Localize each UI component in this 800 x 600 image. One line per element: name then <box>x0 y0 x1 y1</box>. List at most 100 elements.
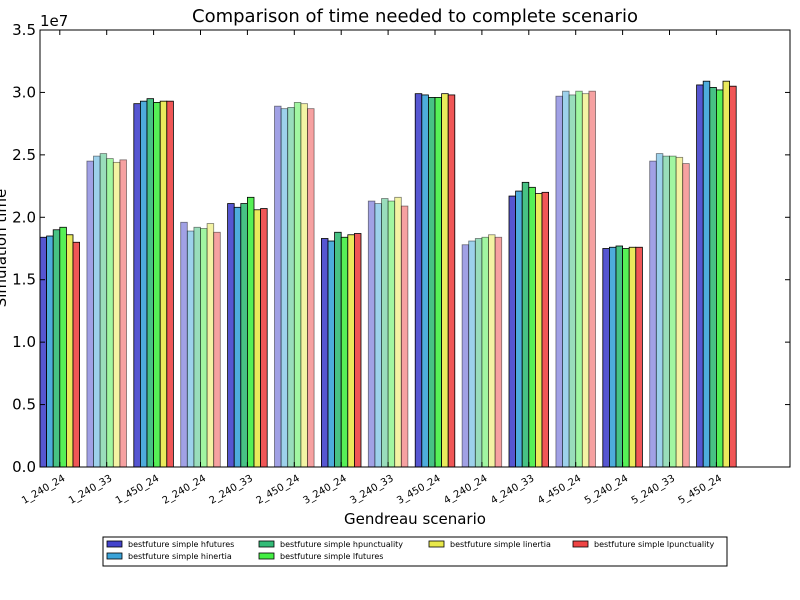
bar-5_240_24-4 <box>628 246 637 468</box>
x-tick-label: 2_240_33 <box>208 473 255 507</box>
bar-4_240_24-4 <box>488 234 496 468</box>
x-tick-label: 4_240_33 <box>489 473 536 507</box>
bar-3_450_24-0 <box>414 93 423 468</box>
bar-4_450_24-4 <box>581 93 590 468</box>
bar-2_240_24-4 <box>206 223 215 468</box>
bar-4_240_24-5 <box>494 236 503 468</box>
bar-4_450_24-0 <box>555 95 563 468</box>
bar-3_240_33-0 <box>367 200 376 468</box>
bar-4_450_24-5 <box>588 90 596 468</box>
bar-2_240_24-2 <box>193 226 201 468</box>
bar-3_240_24-3 <box>340 236 349 468</box>
bar-4_450_24-2 <box>568 94 577 468</box>
bar-2_240_33-0 <box>227 203 235 468</box>
bar-2_450_24-2 <box>287 107 295 468</box>
bar-3_450_24-3 <box>434 97 442 468</box>
bar-2_240_24-0 <box>180 221 188 468</box>
bar-1_450_24-5 <box>166 100 174 468</box>
legend: bestfuture simple hfutures bestfuture sim… <box>102 536 728 567</box>
legend-swatch <box>428 540 445 548</box>
bar-1_450_24-2 <box>146 98 154 468</box>
bar-1_240_24-4 <box>66 234 74 468</box>
chart-title: Comparison of time needed to complete sc… <box>192 6 638 27</box>
bar-2_450_24-3 <box>293 102 302 468</box>
bar-5_240_24-1 <box>609 246 617 468</box>
legend-label: bestfuture simple lfutures <box>280 552 383 561</box>
y-multiplier-label: 1e7 <box>40 12 68 30</box>
bar-2_450_24-5 <box>307 108 315 468</box>
bar-3_240_33-1 <box>374 203 382 468</box>
x-tick-label: 5_450_24 <box>677 473 724 507</box>
bar-1_240_24-0 <box>39 236 47 468</box>
y-tick-label: 3.0 <box>12 83 36 101</box>
bar-1_240_33-3 <box>106 158 114 468</box>
x-tick-label: 5_240_24 <box>583 473 630 507</box>
bar-4_240_33-2 <box>521 181 530 468</box>
bar-4_240_33-1 <box>515 190 523 468</box>
y-tick-label: 1.5 <box>12 271 36 289</box>
bar-3_240_24-5 <box>353 233 362 468</box>
bar-5_240_24-5 <box>635 246 643 468</box>
bar-2_240_24-5 <box>213 231 221 468</box>
bar-5_240_33-1 <box>655 153 664 468</box>
bar-2_240_24-1 <box>186 230 195 468</box>
bar-5_450_24-5 <box>729 85 737 468</box>
y-axis-label: Simulation time <box>0 189 10 308</box>
bar-1_240_24-3 <box>59 226 67 468</box>
bar-1_240_24-2 <box>52 229 61 468</box>
bar-5_240_24-3 <box>622 248 630 468</box>
bar-3_240_33-2 <box>381 198 389 468</box>
bar-4_240_24-0 <box>461 244 470 468</box>
bar-4_240_24-3 <box>481 236 489 468</box>
bar-3_450_24-2 <box>427 97 436 468</box>
bar-1_240_33-4 <box>112 161 121 468</box>
bars-group <box>39 80 737 468</box>
bar-3_240_24-0 <box>320 238 329 468</box>
x-tick-label: 2_240_24 <box>161 473 208 507</box>
bar-1_240_33-2 <box>99 153 108 468</box>
bar-5_240_24-0 <box>602 248 610 468</box>
bar-2_450_24-0 <box>274 105 282 468</box>
bar-3_450_24-4 <box>441 93 449 468</box>
bar-1_450_24-3 <box>153 102 161 468</box>
legend-box <box>102 536 728 567</box>
y-tick-label: 2.0 <box>12 208 36 226</box>
bar-2_240_33-2 <box>240 203 248 468</box>
bar-3_240_24-2 <box>334 231 342 468</box>
bar-1_240_24-1 <box>46 235 54 468</box>
y-tick-label: 1.0 <box>12 333 36 351</box>
x-tick-label: 4_450_24 <box>536 473 583 507</box>
bar-3_240_33-5 <box>400 205 409 468</box>
bar-5_240_33-4 <box>675 156 684 468</box>
x-tick-label: 1_240_24 <box>20 473 67 507</box>
y-tick-label: 3.5 <box>12 21 36 39</box>
legend-swatch <box>572 540 589 548</box>
bar-4_240_24-2 <box>474 238 483 468</box>
bar-1_240_24-5 <box>72 241 80 468</box>
bar-5_240_33-5 <box>682 163 690 468</box>
legend-label: bestfuture simple lpunctuality <box>594 540 714 549</box>
bar-1_240_33-0 <box>86 160 94 468</box>
legend-label: bestfuture simple hinertia <box>128 552 232 561</box>
bar-3_450_24-1 <box>421 94 429 468</box>
bar-1_240_33-1 <box>93 155 101 468</box>
x-tick-label: 3_450_24 <box>395 473 442 507</box>
bar-1_240_33-5 <box>119 159 127 468</box>
legend-swatch <box>258 540 275 548</box>
bar-4_450_24-1 <box>562 90 570 468</box>
bar-5_240_33-2 <box>662 155 670 468</box>
bar-5_450_24-0 <box>696 84 704 468</box>
legend-label: bestfuture simple hpunctuality <box>280 540 403 549</box>
bar-3_240_24-4 <box>347 234 355 468</box>
y-tick-label: 2.5 <box>12 146 36 164</box>
x-tick-label: 5_240_33 <box>630 473 677 507</box>
bar-2_240_24-3 <box>200 228 208 468</box>
bar-5_450_24-3 <box>716 89 724 468</box>
legend-swatch <box>258 552 275 560</box>
bar-2_240_33-1 <box>233 206 242 468</box>
x-tick-label: 2_450_24 <box>255 473 302 507</box>
bar-4_240_33-4 <box>535 193 543 468</box>
bar-3_450_24-5 <box>447 94 456 468</box>
bar-2_240_33-5 <box>260 208 268 468</box>
